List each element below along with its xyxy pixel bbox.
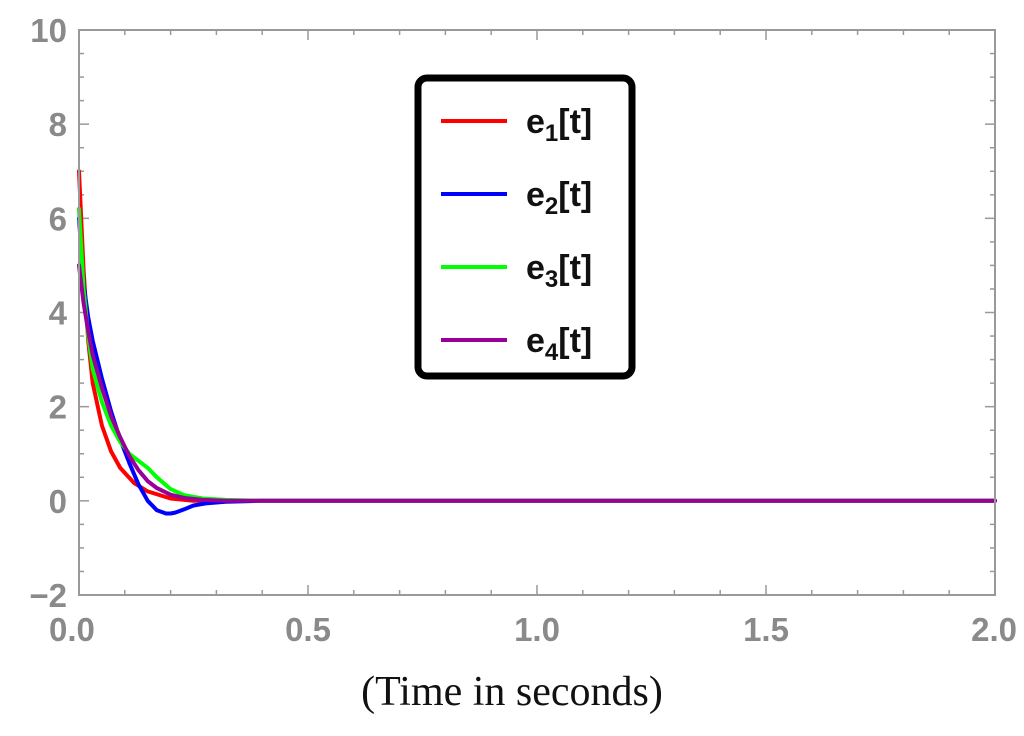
legend-box	[414, 74, 636, 380]
legend-label-base: e	[526, 249, 545, 287]
legend-label: e4[t]	[526, 322, 592, 366]
x-tick-label: 1.0	[514, 611, 560, 648]
plot-frame	[78, 29, 996, 596]
y-tick-label: 0	[49, 483, 67, 520]
x-axis-label: (Time in seconds)	[361, 669, 663, 715]
legend-label-sub: 4	[545, 339, 559, 366]
y-tick-label: 10	[30, 12, 67, 49]
y-tick-label: 8	[49, 106, 67, 143]
legend-label-base: e	[526, 103, 545, 141]
legend-entries: e1[t]e2[t]e3[t]e4[t]	[441, 103, 592, 366]
legend-label-base: e	[526, 322, 545, 360]
legend-label-tail: [t]	[558, 249, 592, 287]
y-tick-label: −2	[29, 577, 67, 614]
x-tick-label: 1.5	[743, 611, 789, 648]
legend-label-base: e	[526, 176, 545, 214]
legend: e1[t]e2[t]e3[t]e4[t]	[414, 74, 636, 380]
series-lines	[77, 169, 997, 516]
y-tick-label: 4	[49, 295, 68, 332]
legend-entry-3: e3[t]	[441, 249, 592, 293]
legend-label: e1[t]	[526, 103, 592, 147]
y-tick-label: 2	[49, 389, 67, 426]
legend-label-tail: [t]	[558, 176, 592, 214]
legend-label-sub: 2	[545, 193, 558, 220]
x-tick-label: 2.0	[971, 611, 1017, 648]
legend-label-tail: [t]	[558, 103, 592, 141]
legend-label-sub: 3	[545, 266, 558, 293]
x-tick-label: 0.5	[285, 611, 331, 648]
legend-label-tail: [t]	[558, 322, 592, 360]
legend-entry-1: e1[t]	[441, 103, 592, 147]
x-tick-label: 0.0	[49, 611, 95, 648]
legend-label: e2[t]	[526, 176, 592, 220]
y-tick-labels: −2 0 2 4 6 8 10	[29, 12, 67, 614]
legend-entry-4: e4[t]	[441, 322, 592, 366]
series-line-4	[77, 263, 997, 503]
legend-label: e3[t]	[526, 249, 592, 293]
legend-label-sub: 1	[545, 120, 558, 147]
x-tick-labels: 0.0 0.5 1.0 1.5 2.0	[49, 611, 1017, 648]
y-tick-label: 6	[49, 200, 67, 237]
legend-entry-2: e2[t]	[441, 176, 592, 220]
